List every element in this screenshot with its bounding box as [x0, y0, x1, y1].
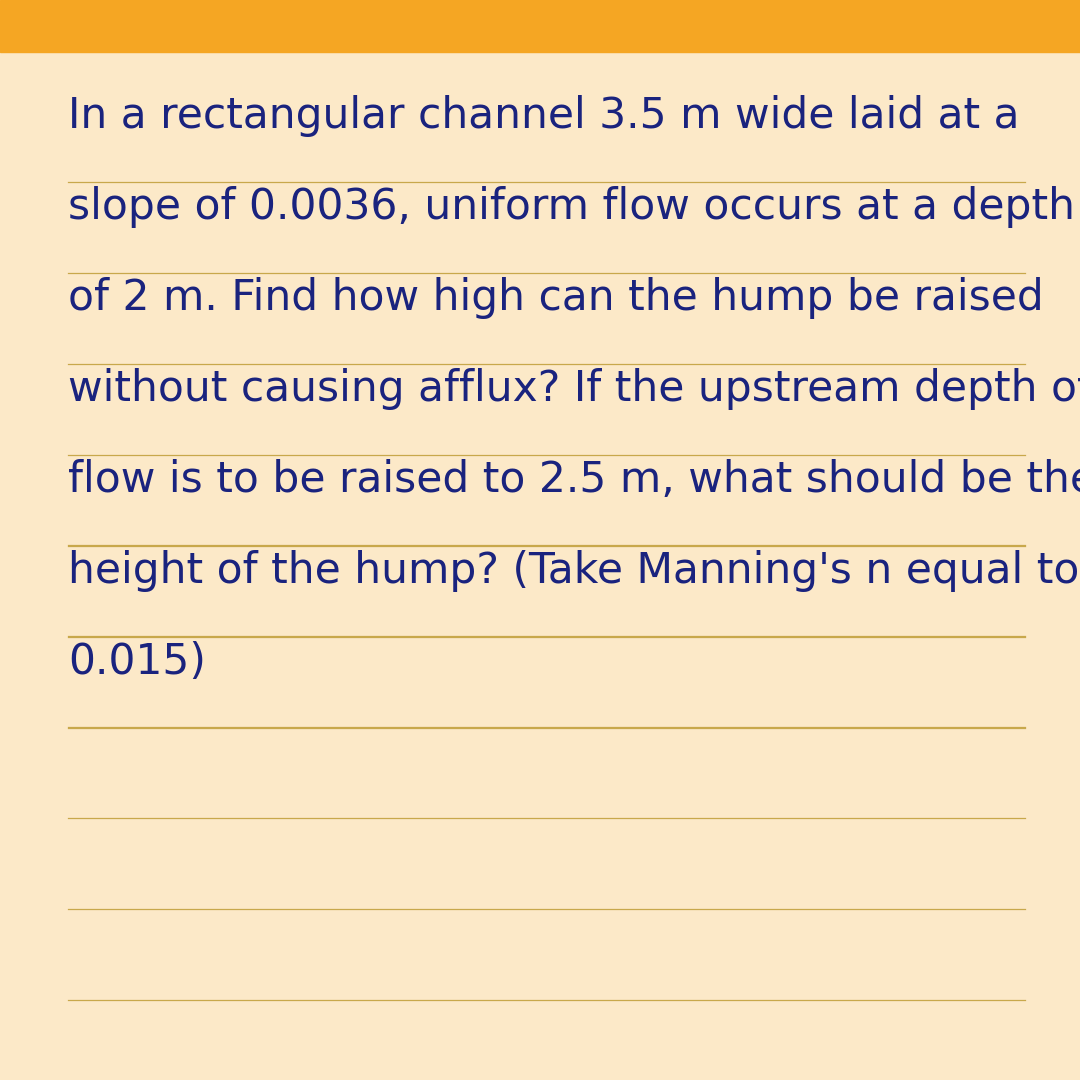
Text: of 2 m. Find how high can the hump be raised: of 2 m. Find how high can the hump be ra… — [68, 276, 1043, 319]
Text: without causing afflux? If the upstream depth of: without causing afflux? If the upstream … — [68, 368, 1080, 410]
Bar — [0, 0, 1080, 52]
Text: In a rectangular channel 3.5 m wide laid at a: In a rectangular channel 3.5 m wide laid… — [68, 95, 1020, 137]
Text: slope of 0.0036, uniform flow occurs at a depth: slope of 0.0036, uniform flow occurs at … — [68, 186, 1075, 228]
Text: flow is to be raised to 2.5 m, what should be the: flow is to be raised to 2.5 m, what shou… — [68, 459, 1080, 501]
Text: height of the hump? (Take Manning's n equal to: height of the hump? (Take Manning's n eq… — [68, 550, 1079, 592]
Text: 0.015): 0.015) — [68, 642, 206, 683]
